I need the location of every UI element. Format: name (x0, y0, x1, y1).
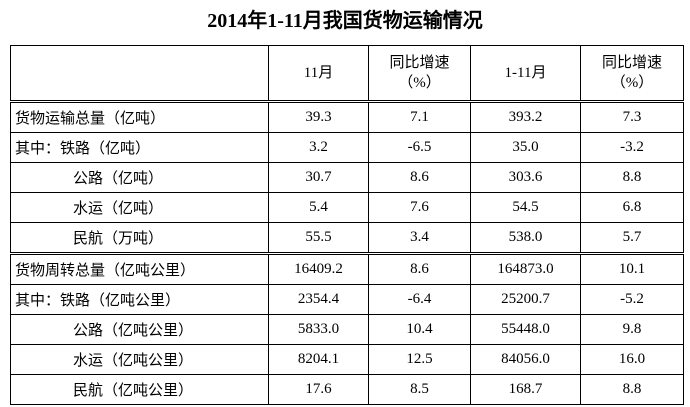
table-row: 民航（亿吨公里） 17.6 8.5 168.7 8.8 (10, 374, 684, 405)
value-cell: 35.0 (470, 132, 581, 163)
header-text: 11月 (303, 65, 334, 81)
table-row: 其中：铁路（亿吨） 3.2 -6.5 35.0 -3.2 (10, 132, 684, 163)
value-cell: 8.5 (368, 374, 471, 405)
row-label: 水运（亿吨） (10, 192, 269, 223)
table-row: 民航（万吨） 55.5 3.4 538.0 5.7 (10, 222, 684, 255)
row-label: 其中：铁路（亿吨公里） (10, 284, 269, 315)
header-cell: 11月 (268, 45, 369, 103)
value-cell: 10.4 (368, 314, 471, 345)
value-cell: 7.1 (368, 101, 471, 133)
value-cell: 8.6 (368, 253, 471, 285)
header-text: 同比增速 (601, 55, 662, 71)
table-row: 货物运输总量（亿吨） 39.3 7.1 393.2 7.3 (10, 101, 684, 133)
value-cell: 5.7 (580, 222, 684, 255)
value-cell: 10.1 (580, 253, 684, 285)
value-cell: 55.5 (268, 222, 369, 255)
row-label: 民航（万吨） (10, 222, 269, 255)
value-cell: 3.4 (368, 222, 471, 255)
header-cell: 同比增速 （%） (580, 45, 684, 103)
value-cell: 393.2 (470, 101, 581, 133)
table-row: 公路（亿吨） 30.7 8.6 303.6 8.8 (10, 162, 684, 193)
value-cell: 16.0 (580, 344, 684, 375)
value-cell: 9.8 (580, 314, 684, 345)
value-cell: 54.5 (470, 192, 581, 223)
row-label: 公路（亿吨） (10, 162, 269, 193)
header-cell: 1-11月 (470, 45, 581, 103)
data-table: 11月 同比增速 （%） 1-11月 同比增速 （%） 货物运输总量（亿吨） 39.3 7.1… (10, 45, 684, 405)
value-cell: 7.3 (580, 101, 684, 133)
row-label: 货物运输总量（亿吨） (10, 101, 269, 133)
value-cell: 30.7 (268, 162, 369, 193)
value-cell: 303.6 (470, 162, 581, 193)
value-cell: 17.6 (268, 374, 369, 405)
table-row: 货物周转总量（亿吨公里） 16409.2 8.6 164873.0 10.1 (10, 253, 684, 285)
header-text: 同比增速 (389, 55, 450, 71)
header-text: （%） (398, 75, 441, 91)
value-cell: 12.5 (368, 344, 471, 375)
value-cell: 55448.0 (470, 314, 581, 345)
value-cell: 168.7 (470, 374, 581, 405)
row-label: 货物周转总量（亿吨公里） (10, 253, 269, 285)
row-label: 其中：铁路（亿吨） (10, 132, 269, 163)
header-text: 1-11月 (504, 65, 547, 81)
table-row: 公路（亿吨公里） 5833.0 10.4 55448.0 9.8 (10, 314, 684, 345)
value-cell: -3.2 (580, 132, 684, 163)
row-label: 水运（亿吨公里） (10, 344, 269, 375)
value-cell: 5.4 (268, 192, 369, 223)
value-cell: 164873.0 (470, 253, 581, 285)
value-cell: 8.8 (580, 162, 684, 193)
value-cell: 5833.0 (268, 314, 369, 345)
table-row: 水运（亿吨公里） 8204.1 12.5 84056.0 16.0 (10, 344, 684, 375)
table-title: 2014年1-11月我国货物运输情况 (207, 10, 483, 32)
row-label: 公路（亿吨公里） (10, 314, 269, 345)
table-row: 其中：铁路（亿吨公里） 2354.4 -6.4 25200.7 -5.2 (10, 284, 684, 315)
value-cell: 3.2 (268, 132, 369, 163)
value-cell: 7.6 (368, 192, 471, 223)
value-cell: 2354.4 (268, 284, 369, 315)
row-label: 民航（亿吨公里） (10, 374, 269, 405)
header-text: （%） (610, 75, 654, 91)
value-cell: 6.8 (580, 192, 684, 223)
value-cell: 538.0 (470, 222, 581, 255)
value-cell: 8.6 (368, 162, 471, 193)
value-cell: 16409.2 (268, 253, 369, 285)
value-cell: -6.5 (368, 132, 471, 163)
value-cell: -6.4 (368, 284, 471, 315)
header-cell: 同比增速 （%） (368, 45, 471, 103)
table-row: 水运（亿吨） 5.4 7.6 54.5 6.8 (10, 192, 684, 223)
value-cell: 84056.0 (470, 344, 581, 375)
value-cell: -5.2 (580, 284, 684, 315)
value-cell: 25200.7 (470, 284, 581, 315)
value-cell: 8204.1 (268, 344, 369, 375)
corner-cell (10, 45, 269, 103)
value-cell: 39.3 (268, 101, 369, 133)
value-cell: 8.8 (580, 374, 684, 405)
header-row: 11月 同比增速 （%） 1-11月 同比增速 （%） (10, 45, 684, 103)
